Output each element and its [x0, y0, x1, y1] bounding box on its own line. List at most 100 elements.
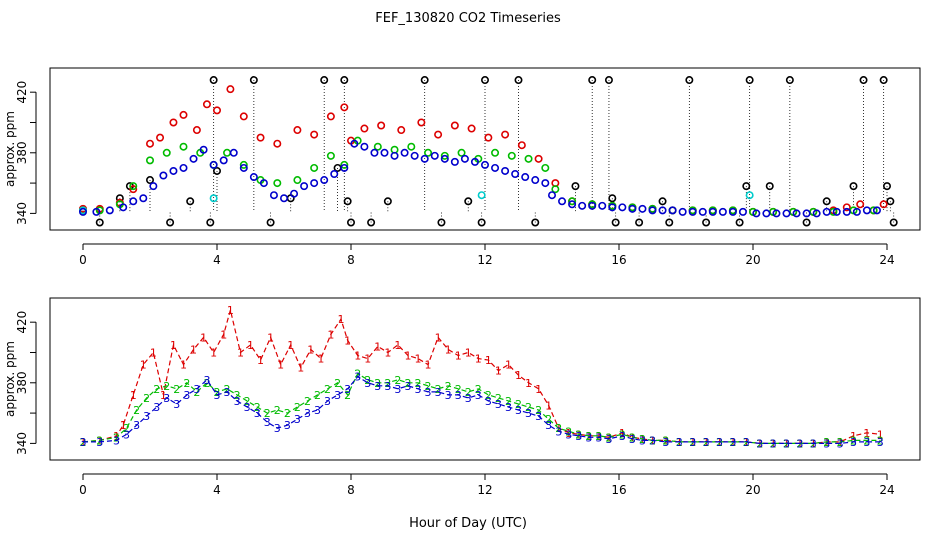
- data-point: [638, 204, 647, 213]
- series-marker: 3: [163, 392, 170, 405]
- data-point: [310, 179, 319, 188]
- series-marker: 2: [605, 431, 612, 444]
- series-marker: 3: [465, 392, 472, 405]
- x-tick-label: 12: [477, 253, 492, 267]
- data-point: [886, 197, 895, 206]
- data-point: [400, 148, 409, 157]
- data-point: [491, 148, 500, 157]
- series-marker: 1: [404, 350, 411, 363]
- data-point: [213, 166, 222, 175]
- data-point: [708, 207, 717, 216]
- series-marker: 3: [545, 419, 552, 432]
- data-point: [742, 182, 751, 191]
- series-marker: 1: [297, 362, 304, 375]
- data-point: [410, 151, 419, 160]
- data-point: [290, 189, 299, 198]
- series-marker: 2: [703, 436, 710, 449]
- series-marker: 1: [525, 377, 532, 390]
- series-marker: 2: [404, 377, 411, 390]
- data-point: [169, 118, 178, 127]
- series-marker: 3: [183, 389, 190, 402]
- data-point: [822, 197, 831, 206]
- series-marker: 2: [224, 383, 231, 396]
- data-point: [514, 76, 523, 85]
- data-point: [521, 173, 530, 182]
- data-point: [105, 206, 114, 215]
- data-point: [464, 197, 473, 206]
- series-marker: 2: [234, 389, 241, 402]
- data-point: [688, 207, 697, 216]
- series-marker: 1: [384, 346, 391, 359]
- series-marker: 2: [123, 422, 130, 435]
- series-marker: 3: [224, 386, 231, 399]
- data-point: [370, 148, 379, 157]
- series-marker: 2: [837, 436, 844, 449]
- series-marker: 2: [585, 430, 592, 443]
- data-point: [470, 157, 479, 166]
- data-point: [300, 182, 309, 191]
- series-marker: 1: [415, 353, 422, 366]
- series-marker: 2: [877, 434, 884, 447]
- series-marker: 3: [689, 436, 696, 449]
- x-tick-label: 8: [347, 483, 355, 497]
- series-marker: 3: [729, 436, 736, 449]
- data-point: [430, 151, 439, 160]
- series-marker: 1: [364, 353, 371, 366]
- series-marker: 1: [113, 430, 120, 443]
- series-marker: 2: [324, 383, 331, 396]
- series-marker: 1: [354, 350, 361, 363]
- data-point: [849, 182, 858, 191]
- data-point: [762, 209, 771, 218]
- series-marker: 3: [515, 404, 522, 417]
- x-tick-label: 4: [213, 483, 221, 497]
- series-marker: 1: [267, 331, 274, 344]
- series-marker: 3: [535, 410, 542, 423]
- data-point: [417, 118, 426, 127]
- series-marker: 1: [190, 343, 197, 356]
- data-point: [326, 112, 335, 121]
- data-point: [531, 176, 540, 185]
- series-marker: 3: [96, 436, 103, 449]
- data-point: [159, 171, 168, 180]
- series-marker: 2: [344, 389, 351, 402]
- series-marker: 1: [180, 359, 187, 372]
- series-marker: 2: [264, 407, 271, 420]
- data-point: [360, 142, 369, 151]
- x-tick-label: 0: [79, 253, 87, 267]
- series-marker: 3: [783, 437, 790, 450]
- series-marker: 3: [334, 389, 341, 402]
- data-point: [179, 110, 188, 119]
- data-point: [531, 218, 540, 227]
- data-point: [266, 218, 275, 227]
- data-point: [259, 179, 268, 188]
- series-marker: 2: [334, 377, 341, 390]
- y-tick-label: 420: [15, 311, 29, 334]
- data-point: [792, 209, 801, 218]
- series-marker: 2: [639, 433, 646, 446]
- x-tick-label: 12: [477, 483, 492, 497]
- data-point: [745, 191, 754, 200]
- x-tick-label: 20: [745, 483, 760, 497]
- series-marker: 1: [337, 313, 344, 326]
- series-marker: 1: [210, 346, 217, 359]
- series-marker: 1: [465, 346, 472, 359]
- data-point: [119, 203, 128, 212]
- series-marker: 3: [619, 430, 626, 443]
- data-point: [460, 154, 469, 163]
- series-marker: 1: [170, 339, 177, 352]
- series-marker: 2: [495, 392, 502, 405]
- y-axis-label: approx. ppm: [3, 111, 17, 187]
- data-point: [310, 163, 319, 172]
- data-point: [199, 145, 208, 154]
- data-point: [501, 166, 510, 175]
- series-marker: 2: [254, 401, 261, 414]
- data-point: [665, 218, 674, 227]
- data-point: [558, 197, 567, 206]
- series-marker: 3: [850, 436, 857, 449]
- series-marker: 2: [284, 407, 291, 420]
- data-point: [166, 218, 175, 227]
- data-point: [698, 207, 707, 216]
- data-point: [588, 201, 597, 210]
- data-point: [571, 182, 580, 191]
- series-marker: 1: [545, 400, 552, 413]
